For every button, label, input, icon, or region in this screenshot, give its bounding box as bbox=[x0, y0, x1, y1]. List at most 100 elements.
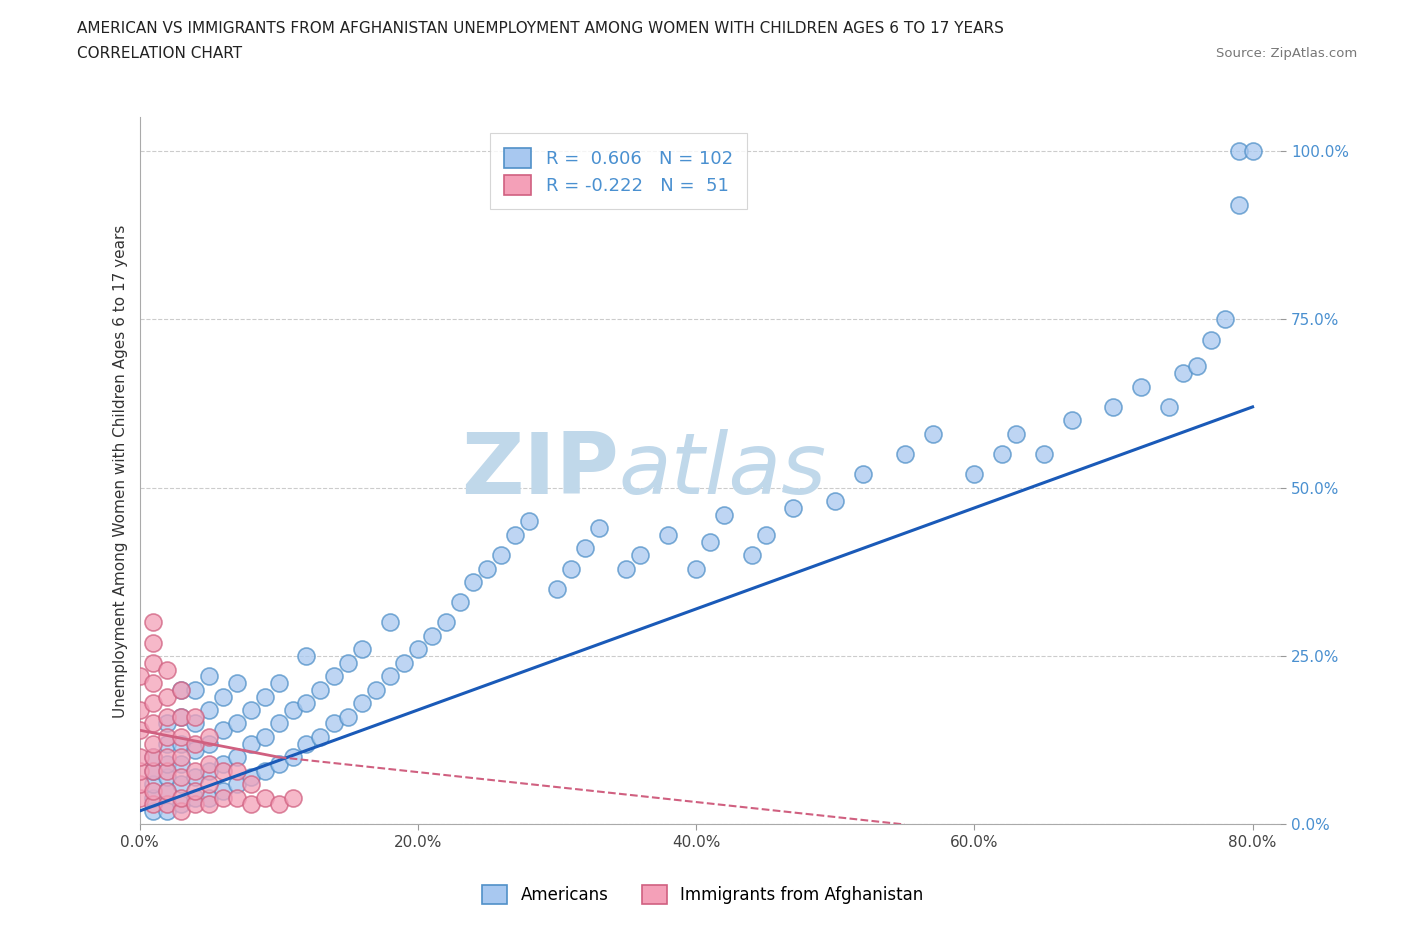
Point bbox=[503, 527, 526, 542]
Point bbox=[281, 702, 304, 717]
Point bbox=[352, 696, 374, 711]
Point bbox=[226, 675, 249, 690]
Point bbox=[337, 656, 360, 671]
Point bbox=[226, 716, 249, 731]
Point bbox=[184, 716, 207, 731]
Point bbox=[184, 783, 207, 798]
Point bbox=[253, 790, 276, 805]
Point bbox=[198, 790, 221, 805]
Text: CORRELATION CHART: CORRELATION CHART bbox=[77, 46, 242, 61]
Point bbox=[309, 683, 332, 698]
Point bbox=[1227, 197, 1250, 212]
Point bbox=[1159, 400, 1181, 415]
Point bbox=[142, 797, 165, 812]
Point bbox=[378, 615, 401, 630]
Point bbox=[142, 783, 165, 798]
Point bbox=[156, 804, 179, 818]
Point bbox=[170, 729, 193, 744]
Point bbox=[546, 581, 568, 596]
Point bbox=[170, 790, 193, 805]
Point bbox=[824, 494, 846, 509]
Point bbox=[128, 750, 150, 764]
Point bbox=[463, 575, 485, 590]
Legend: Americans, Immigrants from Afghanistan: Americans, Immigrants from Afghanistan bbox=[474, 877, 932, 912]
Point bbox=[156, 783, 179, 798]
Text: AMERICAN VS IMMIGRANTS FROM AFGHANISTAN UNEMPLOYMENT AMONG WOMEN WITH CHILDREN A: AMERICAN VS IMMIGRANTS FROM AFGHANISTAN … bbox=[77, 21, 1004, 36]
Point bbox=[1241, 143, 1264, 158]
Point bbox=[323, 669, 346, 684]
Point bbox=[239, 770, 262, 785]
Point bbox=[170, 710, 193, 724]
Point bbox=[295, 737, 318, 751]
Point bbox=[156, 764, 179, 778]
Point bbox=[1213, 312, 1236, 326]
Point bbox=[364, 683, 387, 698]
Point bbox=[170, 737, 193, 751]
Point bbox=[212, 756, 235, 771]
Point bbox=[128, 702, 150, 717]
Point bbox=[198, 777, 221, 791]
Point bbox=[156, 689, 179, 704]
Point bbox=[128, 669, 150, 684]
Point bbox=[142, 615, 165, 630]
Point bbox=[170, 710, 193, 724]
Y-axis label: Unemployment Among Women with Children Ages 6 to 17 years: Unemployment Among Women with Children A… bbox=[114, 224, 128, 718]
Point bbox=[239, 702, 262, 717]
Point bbox=[156, 770, 179, 785]
Point bbox=[852, 467, 875, 482]
Point bbox=[517, 514, 540, 529]
Point bbox=[128, 777, 150, 791]
Point bbox=[142, 777, 165, 791]
Point bbox=[588, 521, 610, 536]
Point bbox=[477, 561, 499, 576]
Text: Source: ZipAtlas.com: Source: ZipAtlas.com bbox=[1216, 46, 1357, 60]
Point bbox=[267, 716, 290, 731]
Point bbox=[170, 804, 193, 818]
Point bbox=[267, 756, 290, 771]
Point bbox=[239, 737, 262, 751]
Point bbox=[142, 656, 165, 671]
Point bbox=[449, 595, 471, 610]
Point bbox=[170, 750, 193, 764]
Point bbox=[156, 756, 179, 771]
Point bbox=[156, 797, 179, 812]
Point bbox=[142, 635, 165, 650]
Point bbox=[226, 750, 249, 764]
Point bbox=[281, 750, 304, 764]
Point bbox=[309, 729, 332, 744]
Point bbox=[128, 764, 150, 778]
Point bbox=[352, 642, 374, 657]
Point bbox=[184, 764, 207, 778]
Text: ZIP: ZIP bbox=[461, 430, 619, 512]
Point bbox=[713, 507, 735, 522]
Point bbox=[184, 710, 207, 724]
Point bbox=[184, 797, 207, 812]
Point bbox=[198, 702, 221, 717]
Point bbox=[170, 756, 193, 771]
Point bbox=[239, 797, 262, 812]
Point bbox=[156, 783, 179, 798]
Point bbox=[295, 648, 318, 663]
Point bbox=[212, 764, 235, 778]
Point bbox=[184, 790, 207, 805]
Text: atlas: atlas bbox=[619, 430, 827, 512]
Point bbox=[170, 777, 193, 791]
Point bbox=[963, 467, 986, 482]
Point bbox=[198, 737, 221, 751]
Point bbox=[782, 500, 804, 515]
Legend: R =  0.606   N = 102, R = -0.222   N =  51: R = 0.606 N = 102, R = -0.222 N = 51 bbox=[489, 133, 748, 209]
Point bbox=[184, 770, 207, 785]
Point bbox=[420, 629, 443, 644]
Point bbox=[212, 689, 235, 704]
Point bbox=[184, 737, 207, 751]
Point bbox=[1227, 143, 1250, 158]
Point bbox=[226, 777, 249, 791]
Point bbox=[156, 750, 179, 764]
Point bbox=[1005, 427, 1028, 442]
Point bbox=[198, 764, 221, 778]
Point bbox=[491, 548, 513, 563]
Point bbox=[142, 675, 165, 690]
Point bbox=[699, 534, 721, 549]
Point bbox=[156, 710, 179, 724]
Point bbox=[323, 716, 346, 731]
